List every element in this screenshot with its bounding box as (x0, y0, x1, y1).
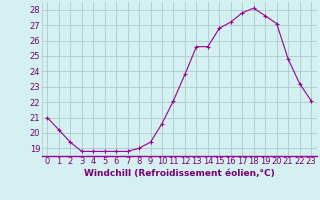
X-axis label: Windchill (Refroidissement éolien,°C): Windchill (Refroidissement éolien,°C) (84, 169, 275, 178)
